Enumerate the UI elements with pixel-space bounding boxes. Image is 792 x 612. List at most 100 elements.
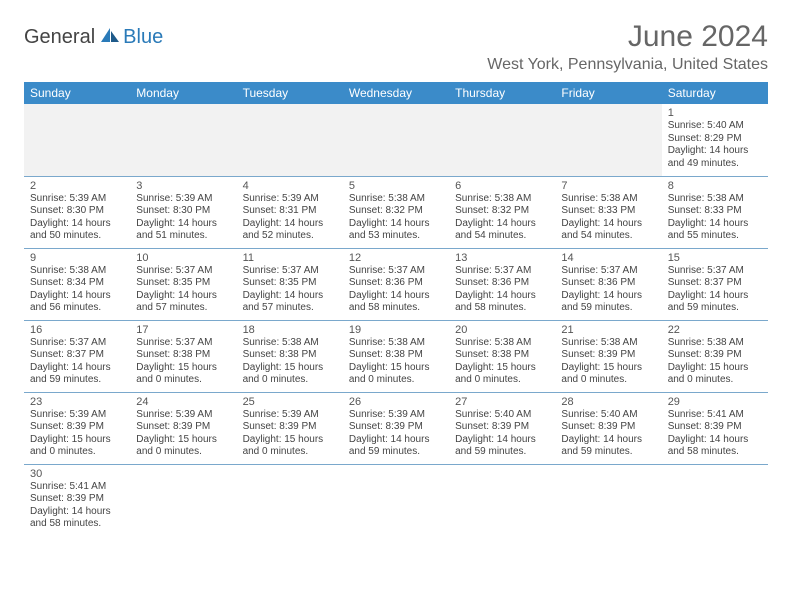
day-number: 26 — [349, 396, 443, 408]
day-number: 19 — [349, 324, 443, 336]
calendar-cell: 23Sunrise: 5:39 AMSunset: 8:39 PMDayligh… — [24, 392, 130, 464]
calendar-cell: 30Sunrise: 5:41 AMSunset: 8:39 PMDayligh… — [24, 464, 130, 536]
calendar-cell — [130, 104, 236, 176]
day-info: Sunrise: 5:40 AMSunset: 8:39 PMDaylight:… — [455, 409, 549, 459]
calendar-cell: 10Sunrise: 5:37 AMSunset: 8:35 PMDayligh… — [130, 248, 236, 320]
day-info: Sunrise: 5:40 AMSunset: 8:29 PMDaylight:… — [668, 120, 762, 170]
day-info: Sunrise: 5:37 AMSunset: 8:37 PMDaylight:… — [30, 337, 124, 387]
day-info: Sunrise: 5:41 AMSunset: 8:39 PMDaylight:… — [668, 409, 762, 459]
day-number: 24 — [136, 396, 230, 408]
calendar-cell: 25Sunrise: 5:39 AMSunset: 8:39 PMDayligh… — [237, 392, 343, 464]
day-number: 22 — [668, 324, 762, 336]
day-number: 16 — [30, 324, 124, 336]
logo-text-general: General — [24, 26, 95, 49]
day-info: Sunrise: 5:37 AMSunset: 8:36 PMDaylight:… — [561, 265, 655, 315]
calendar-cell: 8Sunrise: 5:38 AMSunset: 8:33 PMDaylight… — [662, 176, 768, 248]
day-number: 1 — [668, 107, 762, 119]
weekday-header: Thursday — [449, 82, 555, 104]
day-number: 27 — [455, 396, 549, 408]
calendar-cell: 24Sunrise: 5:39 AMSunset: 8:39 PMDayligh… — [130, 392, 236, 464]
day-info: Sunrise: 5:38 AMSunset: 8:38 PMDaylight:… — [349, 337, 443, 387]
calendar-cell: 2Sunrise: 5:39 AMSunset: 8:30 PMDaylight… — [24, 176, 130, 248]
day-number: 2 — [30, 180, 124, 192]
day-number: 20 — [455, 324, 549, 336]
calendar-cell: 21Sunrise: 5:38 AMSunset: 8:39 PMDayligh… — [555, 320, 661, 392]
day-number: 13 — [455, 252, 549, 264]
calendar-table: Sunday Monday Tuesday Wednesday Thursday… — [24, 82, 768, 536]
calendar-cell — [237, 464, 343, 536]
day-info: Sunrise: 5:38 AMSunset: 8:39 PMDaylight:… — [561, 337, 655, 387]
day-info: Sunrise: 5:39 AMSunset: 8:30 PMDaylight:… — [30, 193, 124, 243]
calendar-cell: 11Sunrise: 5:37 AMSunset: 8:35 PMDayligh… — [237, 248, 343, 320]
calendar-cell — [130, 464, 236, 536]
day-number: 23 — [30, 396, 124, 408]
day-number: 11 — [243, 252, 337, 264]
calendar-cell: 3Sunrise: 5:39 AMSunset: 8:30 PMDaylight… — [130, 176, 236, 248]
calendar-cell: 15Sunrise: 5:37 AMSunset: 8:37 PMDayligh… — [662, 248, 768, 320]
day-info: Sunrise: 5:39 AMSunset: 8:30 PMDaylight:… — [136, 193, 230, 243]
logo-text-blue: Blue — [123, 26, 163, 49]
day-number: 10 — [136, 252, 230, 264]
day-info: Sunrise: 5:39 AMSunset: 8:39 PMDaylight:… — [30, 409, 124, 459]
calendar-row: 2Sunrise: 5:39 AMSunset: 8:30 PMDaylight… — [24, 176, 768, 248]
calendar-cell: 29Sunrise: 5:41 AMSunset: 8:39 PMDayligh… — [662, 392, 768, 464]
calendar-row: 30Sunrise: 5:41 AMSunset: 8:39 PMDayligh… — [24, 464, 768, 536]
day-info: Sunrise: 5:38 AMSunset: 8:32 PMDaylight:… — [455, 193, 549, 243]
calendar-cell — [555, 104, 661, 176]
day-number: 17 — [136, 324, 230, 336]
day-info: Sunrise: 5:41 AMSunset: 8:39 PMDaylight:… — [30, 481, 124, 531]
calendar-cell: 19Sunrise: 5:38 AMSunset: 8:38 PMDayligh… — [343, 320, 449, 392]
day-info: Sunrise: 5:38 AMSunset: 8:33 PMDaylight:… — [668, 193, 762, 243]
weekday-header: Sunday — [24, 82, 130, 104]
calendar-cell: 1Sunrise: 5:40 AMSunset: 8:29 PMDaylight… — [662, 104, 768, 176]
title-block: June 2024 West York, Pennsylvania, Unite… — [487, 20, 768, 74]
logo-sail-icon — [99, 26, 121, 49]
calendar-cell — [343, 104, 449, 176]
calendar-cell — [24, 104, 130, 176]
weekday-header: Saturday — [662, 82, 768, 104]
day-info: Sunrise: 5:38 AMSunset: 8:34 PMDaylight:… — [30, 265, 124, 315]
day-info: Sunrise: 5:37 AMSunset: 8:36 PMDaylight:… — [455, 265, 549, 315]
calendar-cell: 27Sunrise: 5:40 AMSunset: 8:39 PMDayligh… — [449, 392, 555, 464]
day-number: 7 — [561, 180, 655, 192]
day-info: Sunrise: 5:38 AMSunset: 8:38 PMDaylight:… — [455, 337, 549, 387]
location-text: West York, Pennsylvania, United States — [487, 56, 768, 74]
calendar-cell: 12Sunrise: 5:37 AMSunset: 8:36 PMDayligh… — [343, 248, 449, 320]
calendar-cell — [343, 464, 449, 536]
day-number: 6 — [455, 180, 549, 192]
day-number: 28 — [561, 396, 655, 408]
calendar-row: 9Sunrise: 5:38 AMSunset: 8:34 PMDaylight… — [24, 248, 768, 320]
weekday-header: Tuesday — [237, 82, 343, 104]
calendar-cell: 18Sunrise: 5:38 AMSunset: 8:38 PMDayligh… — [237, 320, 343, 392]
day-info: Sunrise: 5:37 AMSunset: 8:36 PMDaylight:… — [349, 265, 443, 315]
day-info: Sunrise: 5:38 AMSunset: 8:32 PMDaylight:… — [349, 193, 443, 243]
day-info: Sunrise: 5:37 AMSunset: 8:35 PMDaylight:… — [243, 265, 337, 315]
weekday-header: Friday — [555, 82, 661, 104]
day-info: Sunrise: 5:37 AMSunset: 8:37 PMDaylight:… — [668, 265, 762, 315]
calendar-cell: 28Sunrise: 5:40 AMSunset: 8:39 PMDayligh… — [555, 392, 661, 464]
day-info: Sunrise: 5:38 AMSunset: 8:33 PMDaylight:… — [561, 193, 655, 243]
day-info: Sunrise: 5:37 AMSunset: 8:35 PMDaylight:… — [136, 265, 230, 315]
page-header: General Blue June 2024 West York, Pennsy… — [24, 20, 768, 74]
calendar-cell: 16Sunrise: 5:37 AMSunset: 8:37 PMDayligh… — [24, 320, 130, 392]
calendar-cell — [662, 464, 768, 536]
day-info: Sunrise: 5:37 AMSunset: 8:38 PMDaylight:… — [136, 337, 230, 387]
day-number: 14 — [561, 252, 655, 264]
weekday-header: Wednesday — [343, 82, 449, 104]
calendar-cell — [237, 104, 343, 176]
calendar-cell — [449, 464, 555, 536]
calendar-row: 1Sunrise: 5:40 AMSunset: 8:29 PMDaylight… — [24, 104, 768, 176]
calendar-cell: 17Sunrise: 5:37 AMSunset: 8:38 PMDayligh… — [130, 320, 236, 392]
calendar-cell: 4Sunrise: 5:39 AMSunset: 8:31 PMDaylight… — [237, 176, 343, 248]
calendar-cell: 9Sunrise: 5:38 AMSunset: 8:34 PMDaylight… — [24, 248, 130, 320]
day-info: Sunrise: 5:39 AMSunset: 8:39 PMDaylight:… — [243, 409, 337, 459]
day-info: Sunrise: 5:39 AMSunset: 8:39 PMDaylight:… — [136, 409, 230, 459]
calendar-cell: 6Sunrise: 5:38 AMSunset: 8:32 PMDaylight… — [449, 176, 555, 248]
day-number: 29 — [668, 396, 762, 408]
day-number: 15 — [668, 252, 762, 264]
calendar-cell: 22Sunrise: 5:38 AMSunset: 8:39 PMDayligh… — [662, 320, 768, 392]
calendar-cell: 5Sunrise: 5:38 AMSunset: 8:32 PMDaylight… — [343, 176, 449, 248]
day-info: Sunrise: 5:38 AMSunset: 8:39 PMDaylight:… — [668, 337, 762, 387]
calendar-row: 23Sunrise: 5:39 AMSunset: 8:39 PMDayligh… — [24, 392, 768, 464]
weekday-header-row: Sunday Monday Tuesday Wednesday Thursday… — [24, 82, 768, 104]
